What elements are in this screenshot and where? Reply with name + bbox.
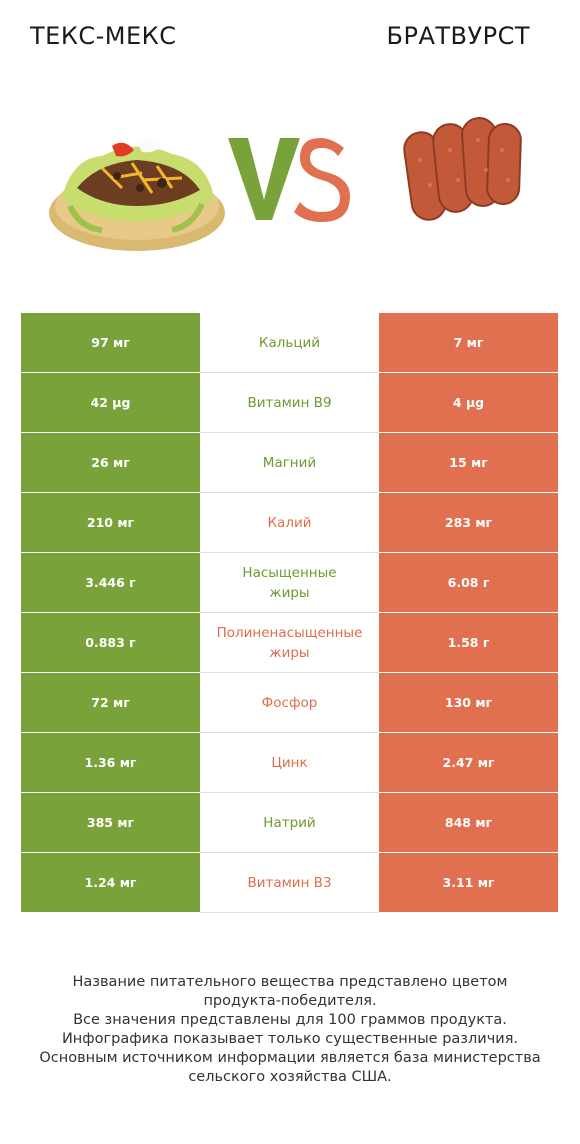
nutrient-name-cell: Витамин B9 — [200, 373, 379, 433]
footnote: Название питательного вещества представл… — [39, 974, 541, 1085]
tex-mex-taco-salad-bowl-icon — [49, 139, 225, 251]
table-row: 3.446 г Насыщенные жиры 6.08 г — [21, 553, 558, 613]
right-value-cell: 130 мг — [379, 673, 558, 733]
table-row: 0.883 г Полиненасыщенные жиры 1.58 г — [21, 613, 558, 673]
bratwurst-sausages-icon — [403, 117, 522, 221]
left-value-cell: 0.883 г — [21, 613, 200, 673]
nutrient-name-cell: Фосфор — [200, 673, 379, 733]
vs-icon — [228, 138, 350, 222]
table-row: 97 мг Кальций 7 мг — [21, 313, 558, 373]
right-value-cell: 848 мг — [379, 793, 558, 853]
table-row: 385 мг Натрий 848 мг — [21, 793, 558, 853]
left-value-cell: 72 мг — [21, 673, 200, 733]
table-row: 26 мг Магний 15 мг — [21, 433, 558, 493]
left-value-cell: 42 µg — [21, 373, 200, 433]
left-value-cell: 1.36 мг — [21, 733, 200, 793]
table-row: 42 µg Витамин B9 4 µg — [21, 373, 558, 433]
table-row: 72 мг Фосфор 130 мг — [21, 673, 558, 733]
right-value-cell: 1.58 г — [379, 613, 558, 673]
left-product-title: Текс-мекс — [30, 22, 177, 50]
nutrient-name-cell: Магний — [200, 433, 379, 493]
nutrient-name-cell: Калий — [200, 493, 379, 553]
nutrient-name-cell: Полиненасыщенные жиры — [200, 613, 379, 673]
right-product-title: Братвурст — [386, 22, 530, 50]
left-value-cell: 97 мг — [21, 313, 200, 373]
nutrient-name-cell: Цинк — [200, 733, 379, 793]
right-value-cell: 2.47 мг — [379, 733, 558, 793]
right-value-cell: 4 µg — [379, 373, 558, 433]
left-value-cell: 1.24 мг — [21, 853, 200, 913]
nutrient-comparison-table: 97 мг Кальций 7 мг 42 µg Витамин B9 4 µg 26 мг… — [21, 313, 558, 913]
left-value-cell: 385 мг — [21, 793, 200, 853]
table-row: 210 мг Калий 283 мг — [21, 493, 558, 553]
left-value-cell: 26 мг — [21, 433, 200, 493]
table-row: 1.36 мг Цинк 2.47 мг — [21, 733, 558, 793]
right-value-cell: 7 мг — [379, 313, 558, 373]
right-value-cell: 283 мг — [379, 493, 558, 553]
nutrient-name-cell: Кальций — [200, 313, 379, 373]
nutrient-name-cell: Натрий — [200, 793, 379, 853]
right-value-cell: 3.11 мг — [379, 853, 558, 913]
left-value-cell: 210 мг — [21, 493, 200, 553]
table-row: 1.24 мг Витамин B3 3.11 мг — [21, 853, 558, 913]
nutrient-name-cell: Насыщенные жиры — [200, 553, 379, 613]
nutrient-name-cell: Витамин B3 — [200, 853, 379, 913]
right-value-cell: 6.08 г — [379, 553, 558, 613]
right-value-cell: 15 мг — [379, 433, 558, 493]
left-value-cell: 3.446 г — [21, 553, 200, 613]
